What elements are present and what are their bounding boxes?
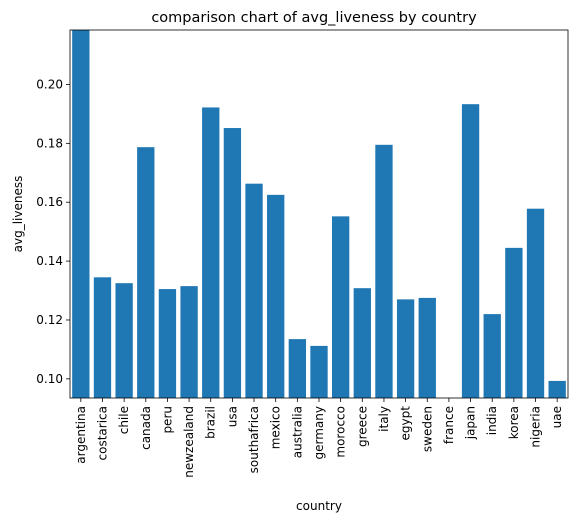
x-axis-label: country <box>296 499 342 513</box>
bar-usa <box>223 128 242 399</box>
x-tick-label-sweden: sweden <box>420 406 434 452</box>
y-tick-label: 0.20 <box>36 77 63 91</box>
x-tick-label-korea: korea <box>507 406 521 439</box>
x-tick-label-costarica: costarica <box>95 406 109 460</box>
bar-australia <box>288 339 307 398</box>
bar-egypt <box>396 299 415 398</box>
bar-brazil <box>202 107 220 399</box>
x-tick-label-japan: japan <box>464 406 478 440</box>
y-axis-label: avg_liveness <box>11 176 25 253</box>
bar-uae <box>548 380 566 398</box>
x-tick-label-india: india <box>485 406 499 435</box>
x-tick-label-australia: australia <box>290 406 304 458</box>
y-axis-ticks: 0.10 0.12 0.14 0.16 0.18 0.20 <box>36 77 70 386</box>
bar-peru <box>158 289 177 398</box>
x-tick-label-italy: italy <box>377 406 391 432</box>
y-tick-label: 0.10 <box>36 372 63 386</box>
y-tick-label: 0.18 <box>36 136 63 150</box>
x-tick-label-brazil: brazil <box>204 406 218 439</box>
x-tick-label-argentina: argentina <box>74 406 88 464</box>
x-tick-label-egypt: egypt <box>399 406 413 441</box>
bar-mexico <box>267 194 285 398</box>
bar-nigeria <box>526 208 545 398</box>
x-tick-label-mexico: mexico <box>269 406 283 449</box>
x-tick-label-nigeria: nigeria <box>529 406 543 448</box>
bar-italy <box>375 144 393 398</box>
bar-newzealand <box>180 286 198 398</box>
x-tick-label-greece: greece <box>355 406 369 447</box>
bar-argentina <box>72 30 90 398</box>
x-tick-label-newzealand: newzealand <box>182 406 196 478</box>
x-tick-label-southafrica: southafrica <box>247 406 261 473</box>
bar-india <box>483 314 501 398</box>
x-tick-label-germany: germany <box>312 406 326 459</box>
bar-chile <box>115 283 133 398</box>
bar-morocco <box>331 216 350 398</box>
chart-title: comparison chart of avg_liveness by coun… <box>151 10 477 26</box>
x-axis-ticks: argentina costarica chile canada peru newzeal… <box>74 398 564 478</box>
bar-japan <box>461 104 480 398</box>
bar-southafrica <box>245 183 263 398</box>
bar-korea <box>505 247 523 398</box>
y-tick-label: 0.16 <box>36 195 63 209</box>
x-tick-label-canada: canada <box>139 406 153 450</box>
x-tick-label-peru: peru <box>160 406 174 434</box>
x-tick-label-chile: chile <box>117 406 131 434</box>
bar-canada <box>137 147 155 398</box>
x-tick-label-usa: usa <box>225 406 239 427</box>
x-tick-label-uae: uae <box>550 406 564 428</box>
bar-sweden <box>418 297 436 398</box>
y-tick-label: 0.14 <box>36 254 63 268</box>
bar-germany <box>310 345 328 398</box>
bar-costarica <box>93 277 112 398</box>
x-tick-label-morocco: morocco <box>334 406 348 458</box>
bar-greece <box>353 288 371 398</box>
plot-area <box>69 29 569 399</box>
x-tick-label-france: france <box>442 406 456 444</box>
y-tick-label: 0.12 <box>36 313 63 327</box>
